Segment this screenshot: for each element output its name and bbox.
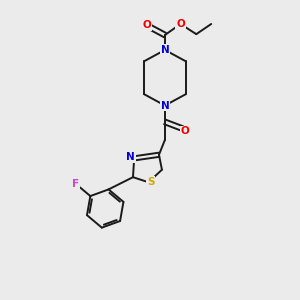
Text: N: N (160, 100, 169, 110)
Text: S: S (147, 177, 154, 187)
Text: O: O (176, 19, 185, 29)
Text: O: O (142, 20, 151, 30)
Text: N: N (160, 45, 169, 55)
Text: O: O (181, 127, 190, 136)
Text: F: F (72, 179, 80, 189)
Text: N: N (126, 152, 135, 162)
